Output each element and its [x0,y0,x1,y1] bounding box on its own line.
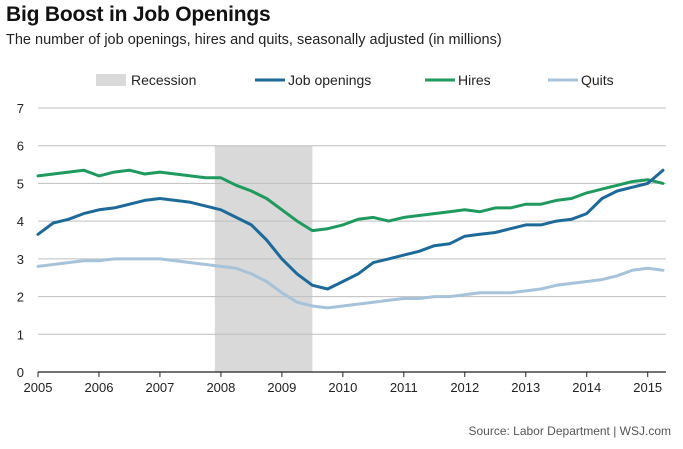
chart-subtitle: The number of job openings, hires and qu… [6,32,502,48]
y-tick-label-5: 5 [17,176,24,191]
legend-swatch-recession [96,74,126,86]
x-tick-label-2010: 2010 [328,380,357,395]
x-tick-label-2005: 2005 [24,380,53,395]
y-tick-label-4: 4 [17,214,24,229]
y-tick-label-6: 6 [17,139,24,154]
y-tick-label-2: 2 [17,290,24,305]
legend-label-job-openings: Job openings [288,72,371,88]
gridlines: 0 1 2 3 4 5 6 7 [17,101,666,380]
x-tick-label-2009: 2009 [267,380,296,395]
series-line-quits [36,257,665,310]
axes: 2005 2006 2007 2008 2009 2010 2011 2012 2013 2014… [24,371,666,395]
legend: Recession Job openings Hires Quits [96,72,614,88]
x-tick-label-2007: 2007 [145,380,174,395]
y-tick-label-0: 0 [17,365,24,380]
x-tick-label-2012: 2012 [450,380,479,395]
series-line-job-openings [36,168,665,291]
x-tick-label-2013: 2013 [511,380,540,395]
y-tick-label-1: 1 [17,327,24,342]
chart-title: Big Boost in Job Openings [6,3,271,26]
x-tick-label-2008: 2008 [206,380,235,395]
x-tick-label-2006: 2006 [85,380,114,395]
y-tick-label-7: 7 [17,101,24,116]
source-note: Source: Labor Department | WSJ.com [468,424,671,438]
series-lines [36,168,665,310]
y-tick-label-3: 3 [17,252,24,267]
legend-label-quits: Quits [581,72,614,88]
series-line-hires [36,168,665,233]
x-tick-label-2014: 2014 [572,380,601,395]
legend-label-recession: Recession [131,72,196,88]
x-tick-label-2015: 2015 [633,380,662,395]
legend-label-hires: Hires [458,72,491,88]
x-tick-label-2011: 2011 [390,380,418,395]
